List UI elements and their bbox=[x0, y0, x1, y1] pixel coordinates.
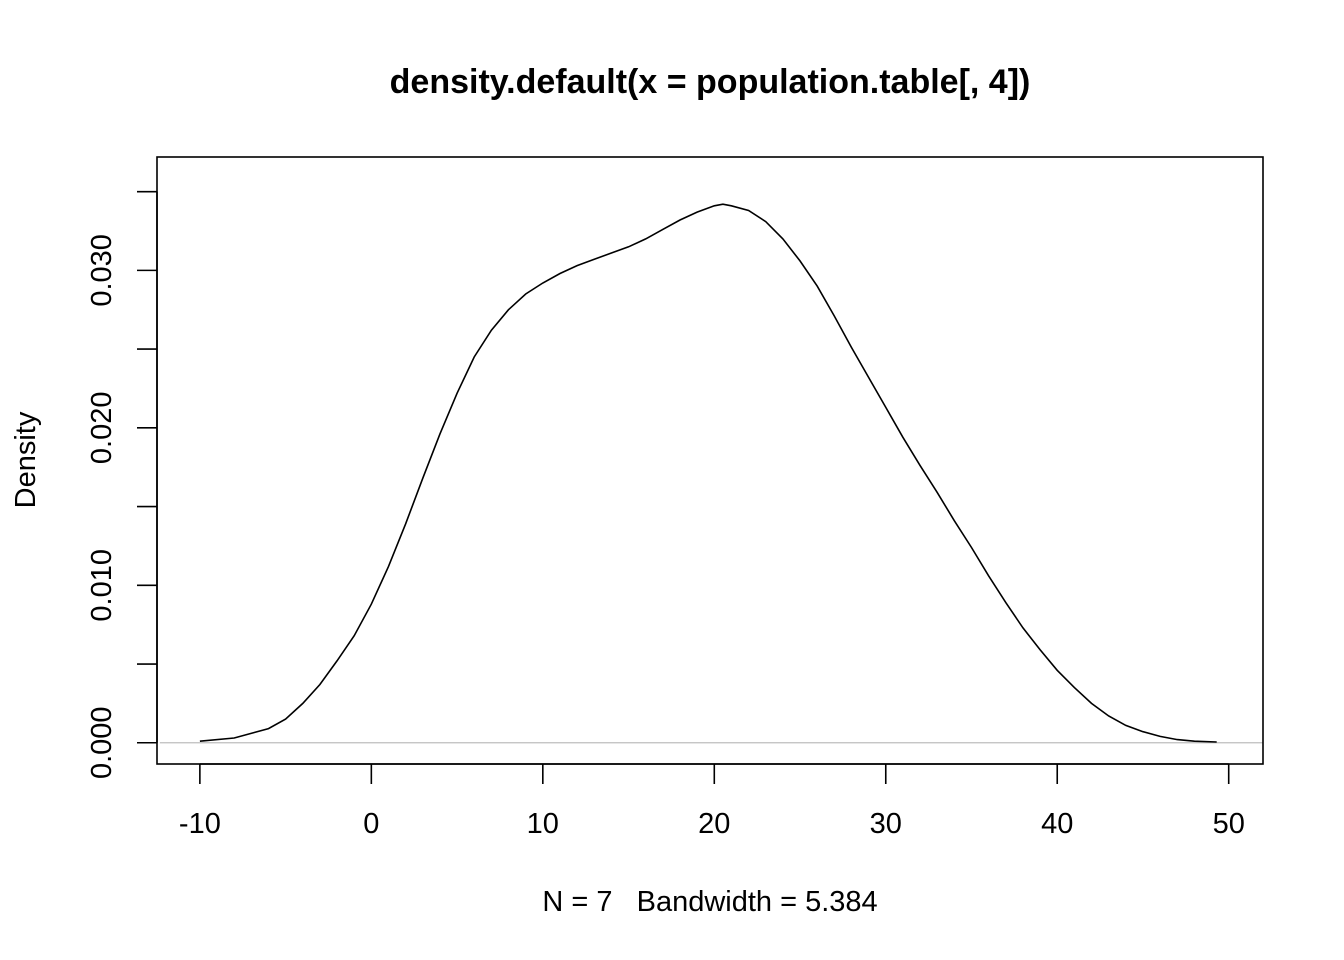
y-tick-label: 0.020 bbox=[86, 392, 118, 465]
y-tick-label: 0.010 bbox=[86, 549, 118, 622]
y-tick-label: 0.000 bbox=[86, 706, 118, 779]
x-axis-title: N = 7 Bandwidth = 5.384 bbox=[542, 886, 877, 918]
x-tick-label: 0 bbox=[363, 808, 379, 840]
x-tick-label: -10 bbox=[179, 808, 221, 840]
x-tick-label: 40 bbox=[1041, 808, 1073, 840]
x-tick-label: 30 bbox=[870, 808, 902, 840]
density-curve bbox=[199, 203, 1217, 743]
x-tick-label: 20 bbox=[698, 808, 730, 840]
chart-title: density.default(x = population.table[, 4… bbox=[390, 63, 1031, 101]
y-axis-title: Density bbox=[10, 411, 42, 508]
x-tick-label: 50 bbox=[1213, 808, 1245, 840]
plot-frame bbox=[156, 156, 1264, 765]
y-axis: 0.000 0.010 0.020 0.030 bbox=[86, 190, 158, 779]
x-tick-label: 10 bbox=[527, 808, 559, 840]
x-axis: -10 0 10 20 30 40 50 bbox=[179, 763, 1245, 840]
y-tick-label: 0.030 bbox=[86, 234, 118, 307]
